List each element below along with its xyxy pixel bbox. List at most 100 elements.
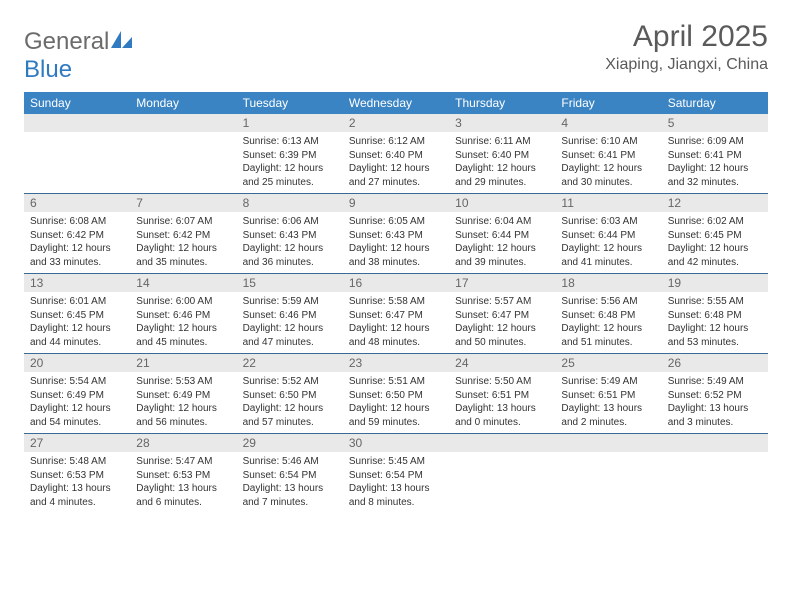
day-details: Sunrise: 5:47 AMSunset: 6:53 PMDaylight:… bbox=[130, 452, 236, 513]
calendar-cell: 16Sunrise: 5:58 AMSunset: 6:47 PMDayligh… bbox=[343, 274, 449, 353]
logo-sail-icon bbox=[111, 28, 133, 56]
day-number: 13 bbox=[24, 274, 130, 292]
day-number: 26 bbox=[662, 354, 768, 372]
day-number: 27 bbox=[24, 434, 130, 452]
calendar-cell bbox=[449, 434, 555, 513]
calendar-cell bbox=[24, 114, 130, 193]
day-details: Sunrise: 5:57 AMSunset: 6:47 PMDaylight:… bbox=[449, 292, 555, 353]
weekday-header: Saturday bbox=[662, 92, 768, 114]
day-number: 17 bbox=[449, 274, 555, 292]
day-number: 20 bbox=[24, 354, 130, 372]
day-number: 22 bbox=[237, 354, 343, 372]
page-title: April 2025 bbox=[605, 20, 768, 54]
calendar-cell: 11Sunrise: 6:03 AMSunset: 6:44 PMDayligh… bbox=[555, 194, 661, 273]
day-number: 25 bbox=[555, 354, 661, 372]
calendar-cell: 24Sunrise: 5:50 AMSunset: 6:51 PMDayligh… bbox=[449, 354, 555, 433]
title-block: April 2025 Xiaping, Jiangxi, China bbox=[605, 20, 768, 74]
day-details: Sunrise: 5:51 AMSunset: 6:50 PMDaylight:… bbox=[343, 372, 449, 433]
day-number: 29 bbox=[237, 434, 343, 452]
day-number bbox=[662, 434, 768, 452]
logo-text-b: Blue bbox=[24, 56, 72, 83]
day-details: Sunrise: 6:01 AMSunset: 6:45 PMDaylight:… bbox=[24, 292, 130, 353]
weekday-header: Tuesday bbox=[237, 92, 343, 114]
calendar-cell: 20Sunrise: 5:54 AMSunset: 6:49 PMDayligh… bbox=[24, 354, 130, 433]
day-details: Sunrise: 6:02 AMSunset: 6:45 PMDaylight:… bbox=[662, 212, 768, 273]
calendar-week-row: 1Sunrise: 6:13 AMSunset: 6:39 PMDaylight… bbox=[24, 114, 768, 194]
day-details: Sunrise: 6:07 AMSunset: 6:42 PMDaylight:… bbox=[130, 212, 236, 273]
calendar-cell: 18Sunrise: 5:56 AMSunset: 6:48 PMDayligh… bbox=[555, 274, 661, 353]
day-details: Sunrise: 5:50 AMSunset: 6:51 PMDaylight:… bbox=[449, 372, 555, 433]
header-row: GeneralBlue April 2025 Xiaping, Jiangxi,… bbox=[24, 20, 768, 84]
calendar-week-row: 13Sunrise: 6:01 AMSunset: 6:45 PMDayligh… bbox=[24, 274, 768, 354]
logo: GeneralBlue bbox=[24, 28, 133, 84]
day-details: Sunrise: 6:10 AMSunset: 6:41 PMDaylight:… bbox=[555, 132, 661, 193]
calendar-cell: 26Sunrise: 5:49 AMSunset: 6:52 PMDayligh… bbox=[662, 354, 768, 433]
calendar-cell: 2Sunrise: 6:12 AMSunset: 6:40 PMDaylight… bbox=[343, 114, 449, 193]
day-details: Sunrise: 6:06 AMSunset: 6:43 PMDaylight:… bbox=[237, 212, 343, 273]
calendar-cell: 28Sunrise: 5:47 AMSunset: 6:53 PMDayligh… bbox=[130, 434, 236, 513]
calendar-cell: 17Sunrise: 5:57 AMSunset: 6:47 PMDayligh… bbox=[449, 274, 555, 353]
day-details: Sunrise: 5:55 AMSunset: 6:48 PMDaylight:… bbox=[662, 292, 768, 353]
day-details: Sunrise: 6:08 AMSunset: 6:42 PMDaylight:… bbox=[24, 212, 130, 273]
calendar-cell: 25Sunrise: 5:49 AMSunset: 6:51 PMDayligh… bbox=[555, 354, 661, 433]
weekday-header: Wednesday bbox=[343, 92, 449, 114]
day-number: 28 bbox=[130, 434, 236, 452]
calendar-cell: 14Sunrise: 6:00 AMSunset: 6:46 PMDayligh… bbox=[130, 274, 236, 353]
day-number bbox=[555, 434, 661, 452]
location-subtitle: Xiaping, Jiangxi, China bbox=[605, 56, 768, 74]
calendar-cell: 6Sunrise: 6:08 AMSunset: 6:42 PMDaylight… bbox=[24, 194, 130, 273]
day-details: Sunrise: 5:49 AMSunset: 6:52 PMDaylight:… bbox=[662, 372, 768, 433]
day-details: Sunrise: 5:53 AMSunset: 6:49 PMDaylight:… bbox=[130, 372, 236, 433]
calendar-cell: 4Sunrise: 6:10 AMSunset: 6:41 PMDaylight… bbox=[555, 114, 661, 193]
day-number: 7 bbox=[130, 194, 236, 212]
calendar-cell: 23Sunrise: 5:51 AMSunset: 6:50 PMDayligh… bbox=[343, 354, 449, 433]
calendar-cell: 5Sunrise: 6:09 AMSunset: 6:41 PMDaylight… bbox=[662, 114, 768, 193]
weekday-header: Friday bbox=[555, 92, 661, 114]
day-details: Sunrise: 6:09 AMSunset: 6:41 PMDaylight:… bbox=[662, 132, 768, 193]
calendar-cell: 29Sunrise: 5:46 AMSunset: 6:54 PMDayligh… bbox=[237, 434, 343, 513]
weekday-header-row: SundayMondayTuesdayWednesdayThursdayFrid… bbox=[24, 92, 768, 114]
day-number: 2 bbox=[343, 114, 449, 132]
day-number: 23 bbox=[343, 354, 449, 372]
weekday-header: Sunday bbox=[24, 92, 130, 114]
day-details: Sunrise: 5:58 AMSunset: 6:47 PMDaylight:… bbox=[343, 292, 449, 353]
day-number: 12 bbox=[662, 194, 768, 212]
day-number: 15 bbox=[237, 274, 343, 292]
day-number: 10 bbox=[449, 194, 555, 212]
day-number: 16 bbox=[343, 274, 449, 292]
day-details: Sunrise: 6:11 AMSunset: 6:40 PMDaylight:… bbox=[449, 132, 555, 193]
calendar-week-row: 27Sunrise: 5:48 AMSunset: 6:53 PMDayligh… bbox=[24, 434, 768, 513]
calendar-cell: 9Sunrise: 6:05 AMSunset: 6:43 PMDaylight… bbox=[343, 194, 449, 273]
day-number: 1 bbox=[237, 114, 343, 132]
calendar: SundayMondayTuesdayWednesdayThursdayFrid… bbox=[24, 92, 768, 513]
day-details: Sunrise: 6:13 AMSunset: 6:39 PMDaylight:… bbox=[237, 132, 343, 193]
day-number: 3 bbox=[449, 114, 555, 132]
calendar-cell: 12Sunrise: 6:02 AMSunset: 6:45 PMDayligh… bbox=[662, 194, 768, 273]
day-number: 14 bbox=[130, 274, 236, 292]
day-number bbox=[449, 434, 555, 452]
day-number: 9 bbox=[343, 194, 449, 212]
day-details: Sunrise: 6:03 AMSunset: 6:44 PMDaylight:… bbox=[555, 212, 661, 273]
calendar-week-row: 6Sunrise: 6:08 AMSunset: 6:42 PMDaylight… bbox=[24, 194, 768, 274]
calendar-cell bbox=[555, 434, 661, 513]
calendar-week-row: 20Sunrise: 5:54 AMSunset: 6:49 PMDayligh… bbox=[24, 354, 768, 434]
logo-text: GeneralBlue bbox=[24, 28, 133, 84]
day-details: Sunrise: 5:46 AMSunset: 6:54 PMDaylight:… bbox=[237, 452, 343, 513]
day-details: Sunrise: 6:12 AMSunset: 6:40 PMDaylight:… bbox=[343, 132, 449, 193]
calendar-cell bbox=[130, 114, 236, 193]
day-number: 30 bbox=[343, 434, 449, 452]
calendar-cell: 21Sunrise: 5:53 AMSunset: 6:49 PMDayligh… bbox=[130, 354, 236, 433]
day-number: 24 bbox=[449, 354, 555, 372]
weekday-header: Thursday bbox=[449, 92, 555, 114]
day-number: 11 bbox=[555, 194, 661, 212]
calendar-cell: 15Sunrise: 5:59 AMSunset: 6:46 PMDayligh… bbox=[237, 274, 343, 353]
calendar-cell: 3Sunrise: 6:11 AMSunset: 6:40 PMDaylight… bbox=[449, 114, 555, 193]
calendar-cell: 30Sunrise: 5:45 AMSunset: 6:54 PMDayligh… bbox=[343, 434, 449, 513]
logo-text-a: General bbox=[24, 28, 109, 55]
day-number bbox=[24, 114, 130, 132]
day-number: 21 bbox=[130, 354, 236, 372]
day-details: Sunrise: 5:49 AMSunset: 6:51 PMDaylight:… bbox=[555, 372, 661, 433]
day-details: Sunrise: 6:05 AMSunset: 6:43 PMDaylight:… bbox=[343, 212, 449, 273]
day-number: 5 bbox=[662, 114, 768, 132]
calendar-page: GeneralBlue April 2025 Xiaping, Jiangxi,… bbox=[0, 0, 792, 513]
